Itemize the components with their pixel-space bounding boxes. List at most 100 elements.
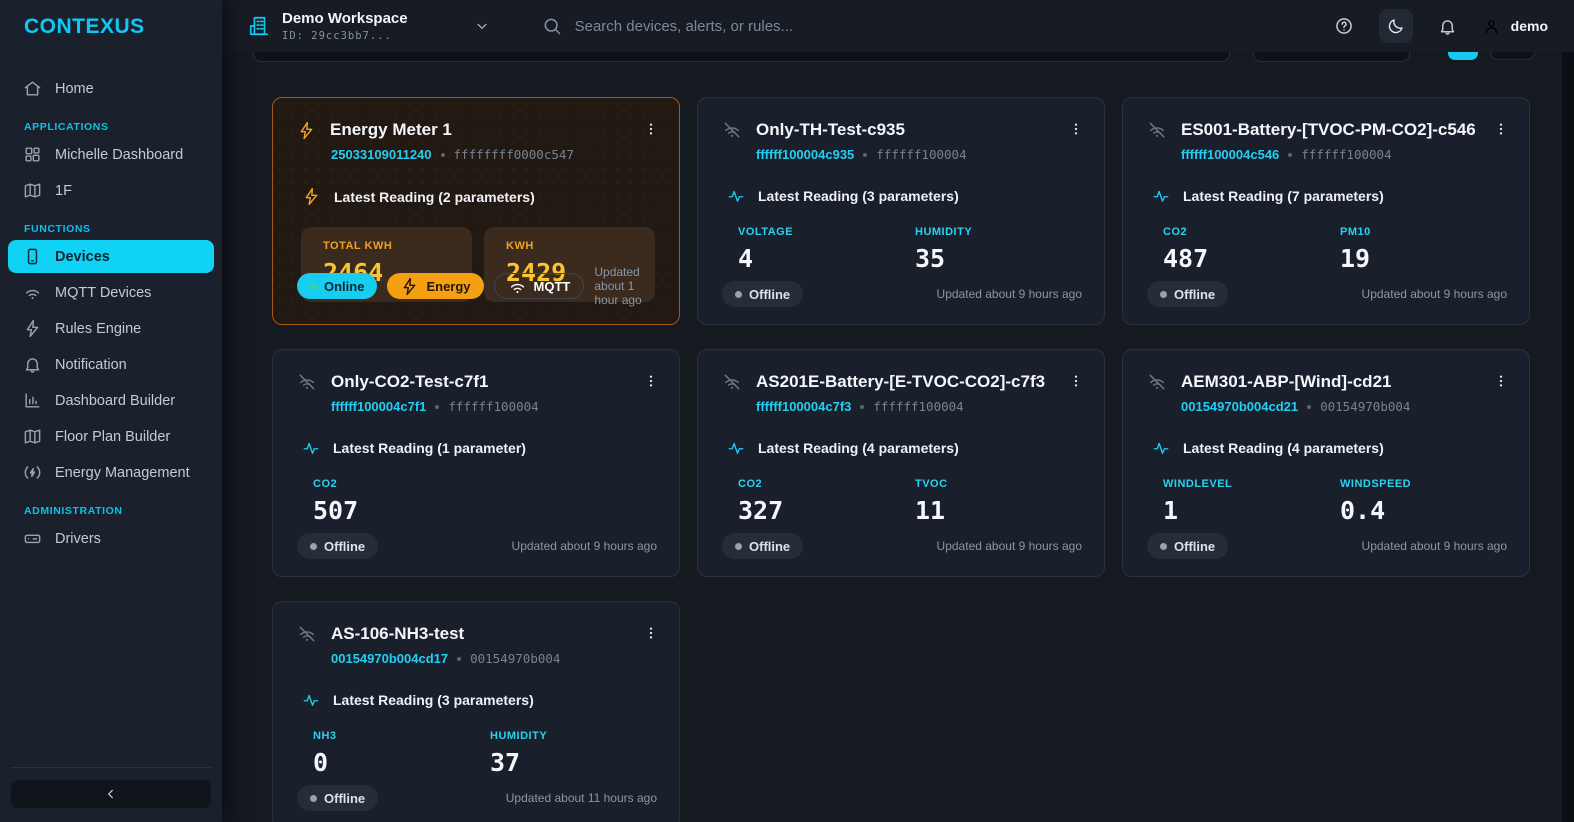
- wifi-icon: [508, 277, 527, 296]
- latest-reading-row: Latest Reading (4 parameters): [1152, 439, 1505, 457]
- card-footer: OfflineUpdated about 9 hours ago: [1147, 281, 1507, 307]
- device-id-link[interactable]: 25033109011240: [331, 147, 432, 162]
- sidebar-item-dashboard-builder[interactable]: Dashboard Builder: [8, 384, 214, 417]
- device-card[interactable]: AEM301-ABP-[Wind]-cd21 00154970b004cd21 …: [1122, 349, 1530, 577]
- parameter-grid: NH3 0 HUMIDITY 37: [297, 730, 655, 777]
- user-menu[interactable]: demo: [1482, 17, 1548, 36]
- device-id-link[interactable]: 00154970b004cd17: [331, 651, 448, 666]
- parameter-value: 11: [915, 496, 1080, 525]
- updated-timestamp: Updated about 1 hour ago: [594, 265, 657, 307]
- separator-dot: [441, 153, 445, 157]
- sidebar-item-home[interactable]: Home: [8, 72, 214, 105]
- latest-reading-row: Latest Reading (3 parameters): [727, 187, 1080, 205]
- device-id-link[interactable]: ffffff100004c935: [756, 147, 854, 162]
- parameter: WINDSPEED 0.4: [1340, 478, 1505, 525]
- device-card[interactable]: ES001-Battery-[TVOC-PM-CO2]-c546 ffffff1…: [1122, 97, 1530, 325]
- device-name: Only-TH-Test-c935: [756, 120, 905, 140]
- separator-dot: [1307, 405, 1311, 409]
- sidebar-item-label: Energy Management: [55, 465, 190, 481]
- sidebar-section-header: ADMINISTRATION: [24, 505, 222, 517]
- parameter-label: WINDSPEED: [1340, 478, 1505, 490]
- gateway-id: 00154970b004: [1320, 399, 1410, 414]
- card-footer: OfflineUpdated about 9 hours ago: [1147, 533, 1507, 559]
- device-card[interactable]: Only-TH-Test-c935 ffffff100004c935 fffff…: [697, 97, 1105, 325]
- updated-timestamp: Updated about 9 hours ago: [937, 539, 1082, 553]
- badge-label: Offline: [749, 539, 790, 554]
- parameter-value: 37: [490, 748, 655, 777]
- parameter: CO2 507: [313, 478, 478, 525]
- parameter-value: 0.4: [1340, 496, 1505, 525]
- sidebar-collapse-button[interactable]: [11, 780, 211, 808]
- sidebar-item-energy-management[interactable]: Energy Management: [8, 456, 214, 489]
- card-menu-button[interactable]: [1068, 120, 1084, 141]
- sidebar-item-floor-plan-builder[interactable]: Floor Plan Builder: [8, 420, 214, 453]
- filter-select-partial[interactable]: [1253, 52, 1410, 62]
- card-menu-button[interactable]: [643, 372, 659, 393]
- offline-badge: Offline: [297, 785, 378, 811]
- chevron-down-icon[interactable]: [474, 18, 490, 34]
- device-id-link[interactable]: 00154970b004cd21: [1181, 399, 1298, 414]
- pulse-icon: [1152, 439, 1170, 457]
- topbar-actions: demo: [1334, 9, 1548, 43]
- card-menu-button[interactable]: [1068, 372, 1084, 393]
- device-id-link[interactable]: ffffff100004c7f1: [331, 399, 426, 414]
- list-view-button-partial[interactable]: [1490, 52, 1535, 60]
- sidebar-item-rules-engine[interactable]: Rules Engine: [8, 312, 214, 345]
- gateway-id: ffffff100004: [448, 399, 538, 414]
- parameter: WINDLEVEL 1: [1163, 478, 1328, 525]
- home-icon: [23, 79, 42, 98]
- parameter-grid: CO2 507: [297, 478, 655, 525]
- map-icon: [23, 181, 42, 200]
- device-ids: ffffff100004c7f1 ffffff100004: [331, 399, 655, 414]
- sidebar-item-label: Rules Engine: [55, 321, 141, 337]
- sidebar-item-michelle-dashboard[interactable]: Michelle Dashboard: [8, 138, 214, 171]
- badge-label: Offline: [1174, 539, 1215, 554]
- device-card[interactable]: Only-CO2-Test-c7f1 ffffff100004c7f1 ffff…: [272, 349, 680, 577]
- updated-timestamp: Updated about 11 hours ago: [506, 791, 657, 805]
- bell-icon: [1438, 17, 1457, 36]
- energy-icon: [23, 463, 42, 482]
- device-ids: 00154970b004cd21 00154970b004: [1181, 399, 1505, 414]
- badge-label: Online: [324, 279, 364, 294]
- sidebar-item-devices[interactable]: Devices: [8, 240, 214, 273]
- sidebar-item-mqtt-devices[interactable]: MQTT Devices: [8, 276, 214, 309]
- sidebar-nav: HomeAPPLICATIONSMichelle Dashboard1FFUNC…: [0, 69, 222, 767]
- device-card[interactable]: AS-106-NH3-test 00154970b004cd17 0015497…: [272, 601, 680, 822]
- status-dot: [735, 291, 742, 298]
- scrollbar[interactable]: [1562, 52, 1574, 822]
- grid-view-button-partial[interactable]: [1448, 52, 1478, 60]
- device-card[interactable]: AS201E-Battery-[E-TVOC-CO2]-c7f3 ffffff1…: [697, 349, 1105, 577]
- card-menu-button[interactable]: [1493, 372, 1509, 393]
- theme-toggle-button[interactable]: [1379, 9, 1413, 43]
- latest-reading-row: Latest Reading (7 parameters): [1152, 187, 1505, 205]
- card-menu-button[interactable]: [643, 120, 659, 141]
- card-menu-button[interactable]: [1493, 120, 1509, 141]
- card-menu-button[interactable]: [643, 624, 659, 645]
- badge-label: Offline: [1174, 287, 1215, 302]
- search-input[interactable]: [575, 18, 1135, 35]
- card-header: Only-TH-Test-c935: [722, 120, 1080, 140]
- sidebar-item-notification[interactable]: Notification: [8, 348, 214, 381]
- status-dot: [735, 543, 742, 550]
- workspace-selector[interactable]: Demo Workspace ID: 29cc3bb7...: [248, 10, 408, 42]
- offline-badge: Offline: [297, 533, 378, 559]
- sidebar-item-drivers[interactable]: Drivers: [8, 522, 214, 555]
- badge-label: Offline: [324, 791, 365, 806]
- latest-reading-label: Latest Reading (7 parameters): [1183, 188, 1384, 204]
- bolt-icon: [400, 277, 419, 296]
- parameter-value: 0: [313, 748, 478, 777]
- help-button[interactable]: [1334, 16, 1354, 36]
- device-id-link[interactable]: ffffff100004c546: [1181, 147, 1279, 162]
- notifications-button[interactable]: [1438, 17, 1457, 36]
- wifi-off-icon: [1147, 120, 1167, 140]
- card-header: Only-CO2-Test-c7f1: [297, 372, 655, 392]
- device-id-link[interactable]: ffffff100004c7f3: [756, 399, 851, 414]
- card-header: AS-106-NH3-test: [297, 624, 655, 644]
- filter-input-partial[interactable]: [253, 52, 1230, 62]
- latest-reading-row: Latest Reading (1 parameter): [302, 439, 655, 457]
- device-card[interactable]: Energy Meter 1 25033109011240 ffffffff00…: [272, 97, 680, 325]
- sidebar-item-1f[interactable]: 1F: [8, 174, 214, 207]
- parameter: NH3 0: [313, 730, 478, 777]
- chevron-left-icon: [103, 786, 119, 802]
- parameter-label: KWH: [506, 240, 633, 252]
